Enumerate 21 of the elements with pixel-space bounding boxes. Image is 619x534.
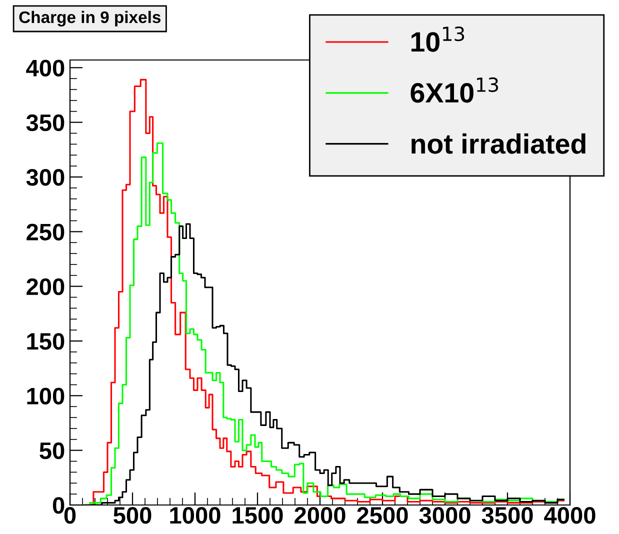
legend-label: 6X10$^{13}$ [410,77,498,103]
x-tick-label: 1000 [170,507,220,524]
y-tick-label: 350 [26,114,64,132]
x-tick-label: 500 [114,507,152,524]
y-tick-label: 250 [26,224,64,240]
y-tick-label: 150 [27,333,64,350]
x-tick-label: 3000 [419,507,470,524]
legend-label: not irradiated [412,133,586,154]
x-tick-label: 4000 [544,507,596,524]
y-tick-label: 200 [26,278,64,296]
chart-title: Charge in 9 pixels [19,10,161,26]
y-tick-label: 300 [26,169,64,186]
x-tick-label: 0 [64,507,76,524]
y-tick-label: 50 [40,442,64,460]
x-tick-label: 3500 [482,507,533,524]
y-tick-label: 100 [27,388,64,404]
legend-label: 10$^{13}$ [411,26,464,52]
x-tick-label: 1500 [232,507,283,524]
y-tick-label: 400 [26,60,64,76]
x-tick-label: 2000 [294,507,346,524]
x-tick-label: 2500 [357,507,408,524]
